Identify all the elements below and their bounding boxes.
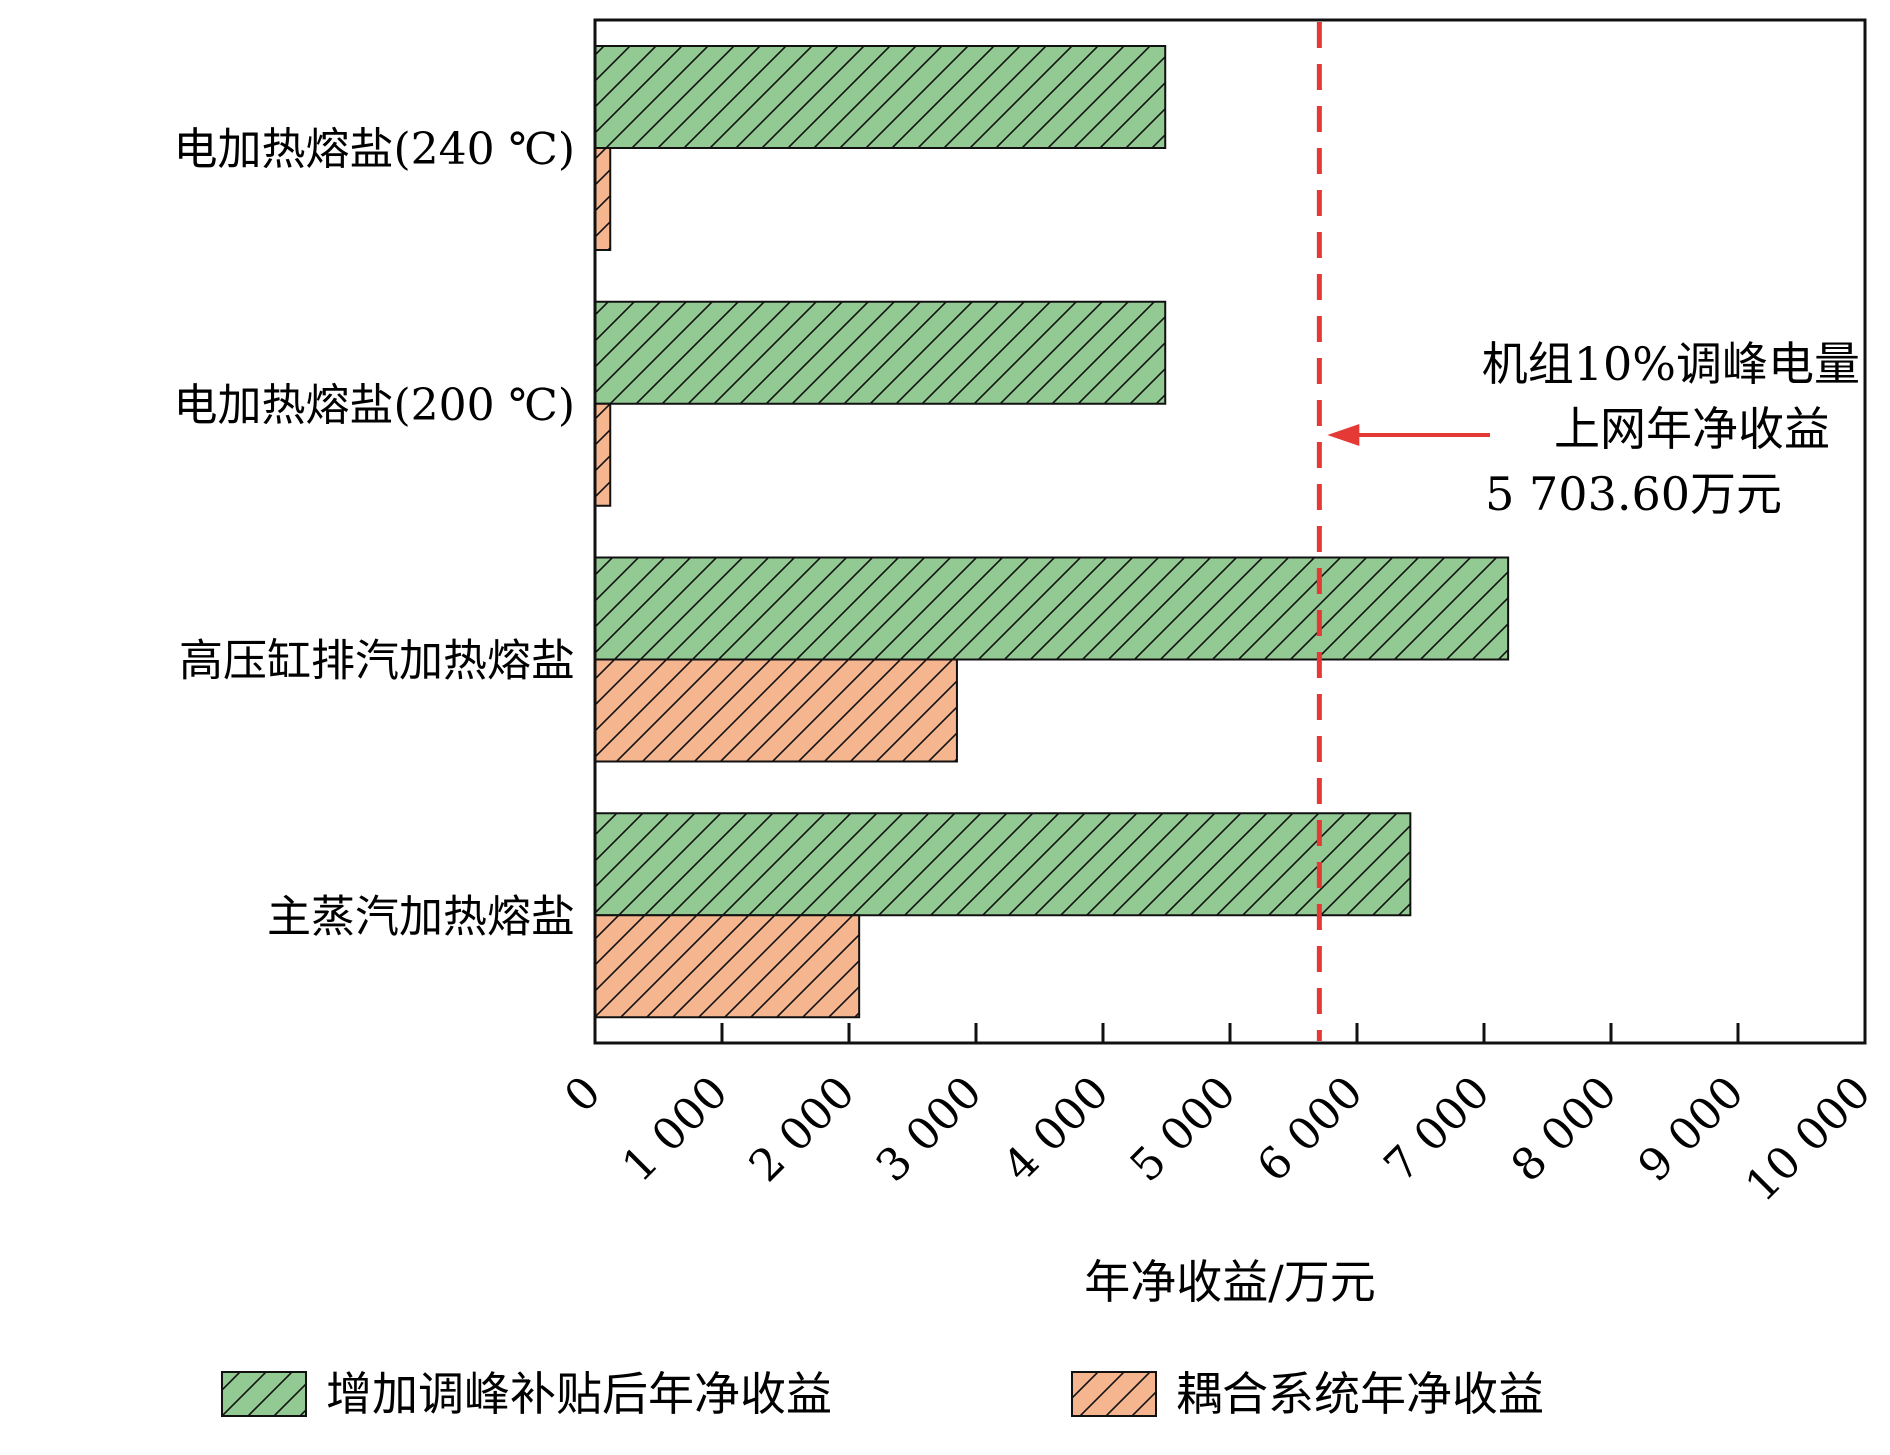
category-label-4: 主蒸汽加热熔盐 bbox=[267, 891, 575, 942]
annotation-line-1: 机组10%调峰电量 bbox=[1482, 337, 1860, 391]
x-tick-label-11: 10 000 bbox=[1736, 1067, 1881, 1212]
x-tick-label-6: 5 000 bbox=[1121, 1067, 1246, 1192]
x-tick-label-1: 0 bbox=[555, 1067, 611, 1123]
annotation-arrowhead bbox=[1327, 424, 1360, 446]
x-tick-label-9: 8 000 bbox=[1502, 1067, 1627, 1192]
x-tick-label-5: 4 000 bbox=[994, 1067, 1119, 1192]
category-label-3: 高压缸排汽加热熔盐 bbox=[179, 636, 575, 687]
bar-outline-series1-4 bbox=[594, 812, 1412, 917]
x-tick-label-10: 9 000 bbox=[1629, 1067, 1754, 1192]
x-tick-label-2: 1 000 bbox=[613, 1067, 738, 1192]
annotation-line-2: 上网年净收益 bbox=[1554, 402, 1830, 456]
bars-layer bbox=[594, 45, 1510, 1019]
legend: 增加调峰补贴后年净收益 耦合系统年净收益 bbox=[221, 1367, 1544, 1421]
category-label-1: 电加热熔盐(240 ℃) bbox=[173, 124, 575, 175]
legend-label-1: 增加调峰补贴后年净收益 bbox=[326, 1367, 832, 1421]
legend-swatch-outline-1 bbox=[221, 1371, 307, 1417]
bar-outline-series2-4 bbox=[594, 914, 861, 1019]
bar-outline-series1-3 bbox=[594, 556, 1510, 661]
annotation-line-3: 5 703.60万元 bbox=[1485, 467, 1782, 521]
x-tick-label-8: 7 000 bbox=[1375, 1067, 1500, 1192]
legend-label-2: 耦合系统年净收益 bbox=[1176, 1367, 1544, 1421]
legend-swatch-outline-2 bbox=[1071, 1371, 1157, 1417]
bar-outline-series2-3 bbox=[594, 658, 958, 763]
x-tick-label-4: 3 000 bbox=[867, 1067, 992, 1192]
bar-outline-series2-2 bbox=[594, 402, 612, 507]
bar-outline-series1-2 bbox=[594, 300, 1167, 405]
bar-outline-series2-1 bbox=[594, 147, 612, 251]
category-label-2: 电加热熔盐(200 ℃) bbox=[173, 380, 575, 431]
x-axis-title: 年净收益/万元 bbox=[1084, 1255, 1376, 1309]
x-tick-label-7: 6 000 bbox=[1248, 1067, 1373, 1192]
x-tick-label-3: 2 000 bbox=[740, 1067, 865, 1192]
bar-outline-series1-1 bbox=[594, 45, 1167, 149]
